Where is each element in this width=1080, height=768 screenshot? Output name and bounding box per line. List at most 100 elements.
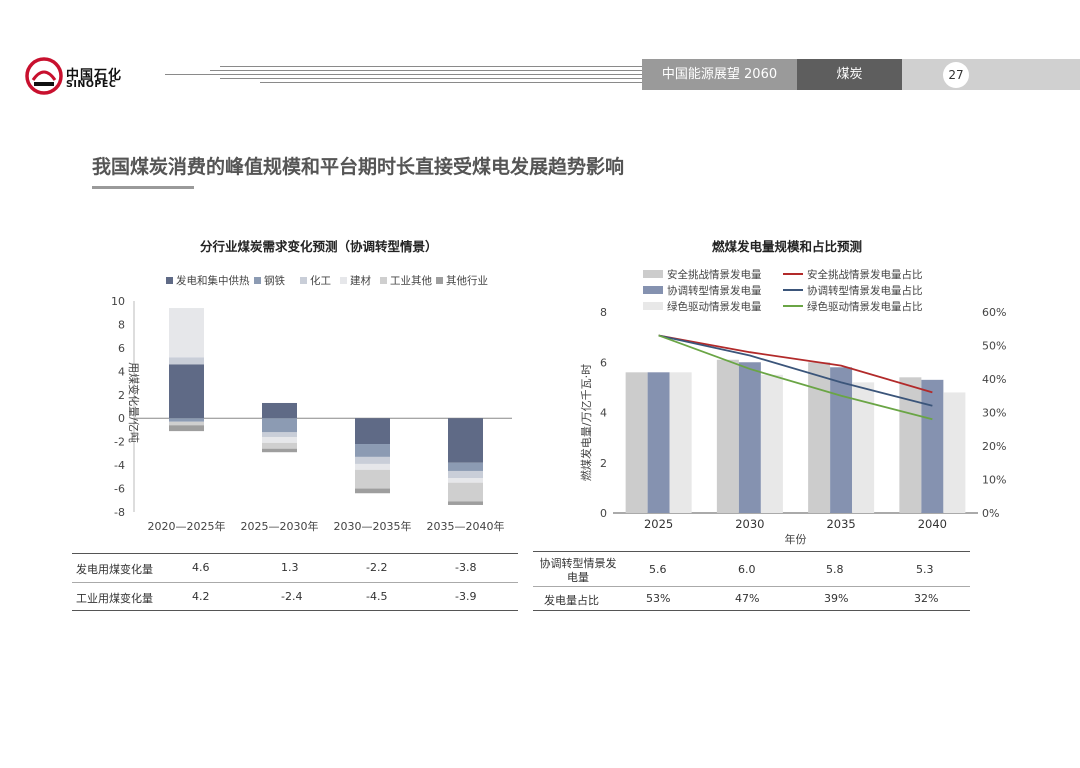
y-tick-label: 10 xyxy=(111,295,125,308)
x-tick-label: 2040 xyxy=(918,517,947,531)
bar-segment xyxy=(355,418,390,445)
bar-segment xyxy=(448,462,483,471)
bar-segment xyxy=(448,470,483,479)
section-tab: 煤炭 xyxy=(797,59,902,90)
right-table-rule xyxy=(533,610,970,611)
left-table-cell: -4.5 xyxy=(366,590,388,603)
series-line xyxy=(658,334,933,407)
bar-segment xyxy=(355,469,390,489)
left-table-cell: -2.2 xyxy=(366,561,388,574)
bar-segment xyxy=(355,456,390,464)
y-tick-label: 0 xyxy=(600,507,607,520)
header-rule xyxy=(220,66,697,67)
legend-label: 绿色驱动情景发电量占比 xyxy=(807,300,923,313)
header-rule xyxy=(165,74,642,75)
left-table-cell: -2.4 xyxy=(281,590,303,603)
bar xyxy=(716,359,739,513)
bar-segment xyxy=(169,308,204,358)
page-title: 我国煤炭消费的峰值规模和平台期时长直接受煤电发展趋势影响 xyxy=(92,156,625,178)
legend-swatch xyxy=(254,277,261,284)
y-tick-label: 6 xyxy=(118,342,125,355)
bar xyxy=(830,367,853,513)
y2-tick-label: 50% xyxy=(982,340,1006,353)
header-rule xyxy=(260,82,737,83)
y-tick-label: 2 xyxy=(600,457,607,470)
x-tick-label: 2025 xyxy=(644,517,673,531)
left-table-rule xyxy=(72,553,518,554)
legend-swatch xyxy=(340,277,347,284)
y2-tick-label: 60% xyxy=(982,306,1006,319)
legend-label: 钢铁 xyxy=(264,274,285,287)
legend-label: 绿色驱动情景发电量 xyxy=(667,300,762,313)
right-table-row-label: 协调转型情景发电量 xyxy=(539,557,617,584)
legend-label: 其他行业 xyxy=(446,274,488,287)
bar-segment xyxy=(448,418,483,463)
y2-tick-label: 10% xyxy=(982,474,1006,487)
right-table-rule xyxy=(533,551,970,552)
page-number: 27 xyxy=(943,62,969,88)
bar xyxy=(943,392,966,513)
bar-segment xyxy=(355,444,390,457)
y2-tick-label: 20% xyxy=(982,440,1006,453)
bar xyxy=(852,382,875,513)
y-tick-label: 0 xyxy=(118,412,125,425)
right-table-cell: 39% xyxy=(824,592,849,605)
left-table-rule xyxy=(72,610,518,611)
legend-swatch xyxy=(300,277,307,284)
bar-segment xyxy=(355,463,390,470)
header-rule xyxy=(220,78,697,79)
logo-english-text: SINOPEC xyxy=(66,79,117,90)
legend-label: 安全挑战情景发电量 xyxy=(667,268,762,281)
y-axis-label: 用煤变化量/亿吨 xyxy=(127,362,141,443)
x-tick-label: 2020—2025年 xyxy=(148,519,226,533)
legend-swatch xyxy=(436,277,443,284)
right-table-row-label: 发电量占比 xyxy=(544,594,599,607)
x-tick-label: 2035 xyxy=(826,517,855,531)
legend-swatch xyxy=(643,302,663,310)
y-tick-label: 8 xyxy=(118,318,125,331)
series-line xyxy=(658,334,933,421)
sinopec-logo-icon xyxy=(25,57,63,95)
legend-label: 协调转型情景发电量占比 xyxy=(807,284,923,297)
right-table-rule xyxy=(533,586,970,587)
y-tick-label: 6 xyxy=(600,356,607,369)
y-axis-label: 燃煤发电量/万亿千瓦·时 xyxy=(579,364,593,481)
legend-label: 发电和集中供热 xyxy=(176,274,250,287)
left-table-row-label: 工业用煤变化量 xyxy=(76,592,153,605)
left-chart-title: 分行业煤炭需求变化预测（协调转型情景） xyxy=(200,239,438,254)
left-table-cell: 4.6 xyxy=(192,561,210,574)
right-table-cell: 5.3 xyxy=(916,563,934,576)
bar-segment xyxy=(169,357,204,365)
bar xyxy=(669,372,692,513)
bar-segment xyxy=(448,478,483,483)
right-table-cell: 5.6 xyxy=(649,563,667,576)
right-table-cell: 32% xyxy=(914,592,939,605)
x-tick-label: 2030—2035年 xyxy=(334,519,412,533)
bar-segment xyxy=(169,418,204,422)
left-table-cell: -3.9 xyxy=(455,590,477,603)
y-tick-label: -4 xyxy=(114,459,125,472)
left-table-cell: -3.8 xyxy=(455,561,477,574)
y-tick-label: 8 xyxy=(600,306,607,319)
y-tick-label: 4 xyxy=(600,407,607,420)
left-table-row-label: 发电用煤变化量 xyxy=(76,563,153,576)
left-table-rule xyxy=(72,582,518,583)
y2-tick-label: 40% xyxy=(982,373,1006,386)
bar-segment xyxy=(262,448,297,453)
legend-label: 工业其他 xyxy=(390,274,432,287)
legend-label: 建材 xyxy=(350,274,371,287)
left-chart: 发电和集中供热 钢铁 化工 建材 工业其他 其他行业 10 8 6 4 2 0 -2 -4 -6 -8 用煤变化… xyxy=(111,274,512,533)
bar xyxy=(647,372,670,513)
legend-label: 协调转型情景发电量 xyxy=(667,284,762,297)
bar-segment xyxy=(448,482,483,502)
title-underline xyxy=(92,186,194,189)
left-table-cell: 1.3 xyxy=(281,561,299,574)
legend-swatch xyxy=(166,277,173,284)
legend-swatch xyxy=(643,270,663,278)
report-name-tab: 中国能源展望 2060 xyxy=(642,59,797,90)
y-tick-label: -2 xyxy=(114,436,125,449)
legend-label: 安全挑战情景发电量占比 xyxy=(807,268,923,281)
bar-segment xyxy=(262,436,297,443)
y-tick-label: 4 xyxy=(118,365,125,378)
x-tick-label: 2025—2030年 xyxy=(241,519,319,533)
